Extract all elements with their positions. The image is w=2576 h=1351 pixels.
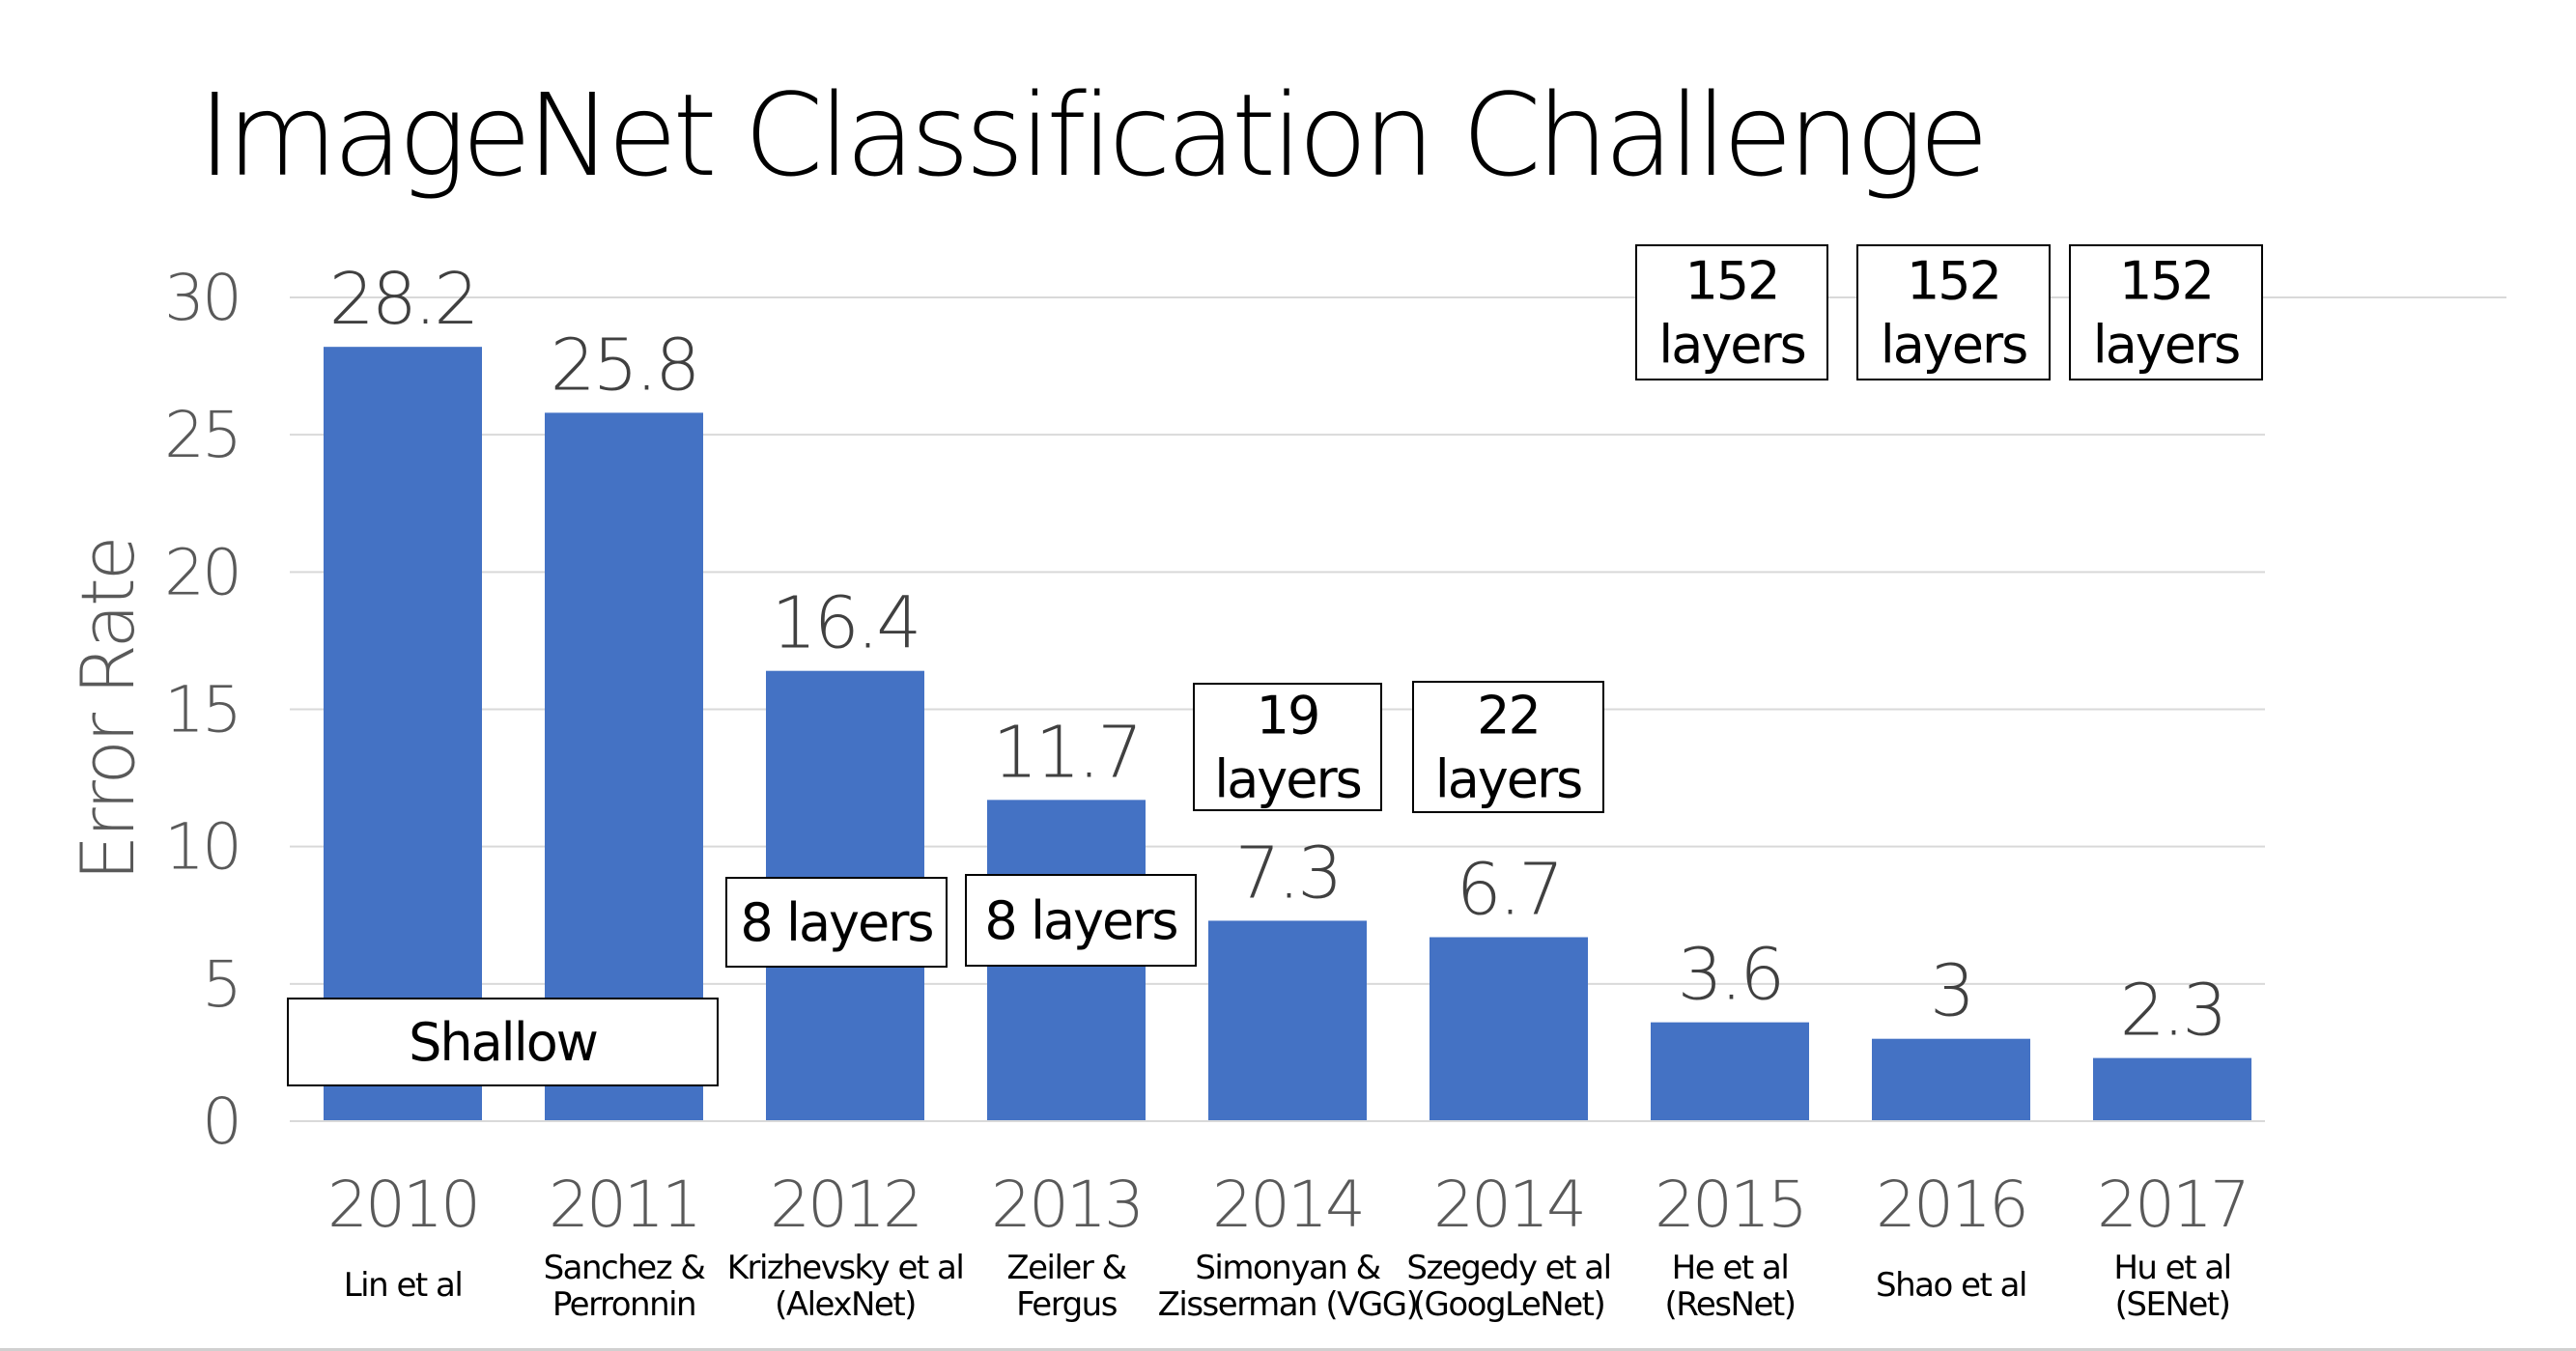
y-tick-label: 10: [164, 810, 240, 885]
annotation-box: [2069, 244, 2263, 380]
bar: [324, 347, 482, 1121]
x-tick-author: (SENet): [2115, 1285, 2230, 1324]
x-tick-year: 2014: [1433, 1168, 1584, 1242]
y-tick-label: 20: [164, 535, 240, 609]
annotation-label: layers: [1435, 749, 1582, 810]
x-tick-author: Perronnin: [552, 1285, 695, 1324]
bottom-divider: [0, 1348, 2576, 1351]
data-label: 11.7: [993, 711, 1141, 794]
y-tick-label: 25: [164, 398, 240, 472]
x-tick-author: Simonyan &: [1195, 1249, 1380, 1287]
x-tick-author: Krizhevsky et al: [727, 1249, 964, 1287]
annotation-label: 8 layers: [984, 890, 1176, 951]
annotation-box: [965, 874, 1197, 967]
x-tick-author: Zisserman (VGG): [1158, 1285, 1418, 1324]
data-label: 3.6: [1678, 934, 1783, 1017]
x-tick-year: 2016: [1876, 1168, 2026, 1242]
annotation-label: layers: [2093, 315, 2240, 376]
x-tick-author: Szegedy et al: [1406, 1249, 1610, 1287]
annotation-box: [287, 998, 719, 1086]
y-tick-label: 30: [164, 261, 240, 335]
x-tick-year: 2010: [327, 1168, 478, 1242]
data-label: 16.4: [772, 582, 920, 665]
annotation-box: [1193, 683, 1382, 811]
annotation-box: [1856, 244, 2051, 380]
x-tick-author: Shao et al: [1876, 1266, 2026, 1305]
x-tick-author: Lin et al: [344, 1266, 463, 1305]
annotation-box: [1412, 681, 1604, 813]
x-tick-year: 2013: [991, 1168, 1142, 1242]
annotation-label: layers: [1881, 315, 2027, 376]
x-tick-author: (GoogLeNet): [1413, 1285, 1605, 1324]
x-tick-author: Zeiler &: [1006, 1249, 1126, 1287]
bar: [1872, 1038, 2030, 1121]
x-tick-author: Hu et al: [2113, 1249, 2230, 1287]
bar: [1651, 1022, 1809, 1121]
y-tick-label: 0: [202, 1084, 240, 1159]
annotation-label: 152: [1907, 251, 2000, 312]
bar: [1208, 920, 1367, 1121]
x-tick-author: Sanchez &: [544, 1249, 706, 1287]
annotation-label: 152: [2119, 251, 2213, 312]
x-tick-year: 2011: [549, 1168, 699, 1242]
annotation-label: Shallow: [409, 1012, 597, 1073]
annotation-label: 19: [1257, 686, 1319, 746]
chart-title: ImageNet Classification Challenge: [198, 69, 1989, 202]
x-tick-year: 2012: [770, 1168, 920, 1242]
annotation-label: layers: [1658, 315, 1805, 376]
annotation-label: 8 layers: [740, 892, 932, 953]
x-tick-author: (ResNet): [1665, 1285, 1796, 1324]
data-label: 28.2: [329, 258, 477, 341]
data-label: 7.3: [1235, 831, 1341, 915]
data-label: 3: [1930, 950, 1972, 1033]
x-tick-year: 2014: [1212, 1168, 1363, 1242]
data-label: 25.8: [551, 324, 698, 407]
annotation-label: 22: [1477, 686, 1540, 746]
x-tick-author: (AlexNet): [775, 1285, 916, 1324]
annotation-label: layers: [1214, 749, 1361, 810]
y-tick-label: 5: [202, 947, 240, 1022]
annotation-box: [1635, 244, 1828, 380]
x-tick-year: 2015: [1655, 1168, 1805, 1242]
annotation-box: [725, 877, 948, 968]
y-tick-label: 15: [164, 673, 240, 747]
x-tick-author: He et al: [1672, 1249, 1789, 1287]
annotation-label: 152: [1684, 251, 1778, 312]
data-label: 2.3: [2120, 970, 2225, 1053]
bar: [1430, 937, 1588, 1121]
x-tick-year: 2017: [2097, 1168, 2248, 1242]
y-axis-label: Error Rate: [65, 538, 151, 881]
x-tick-author: Fergus: [1016, 1285, 1118, 1324]
data-label: 6.7: [1457, 848, 1562, 931]
bar: [2093, 1057, 2251, 1121]
